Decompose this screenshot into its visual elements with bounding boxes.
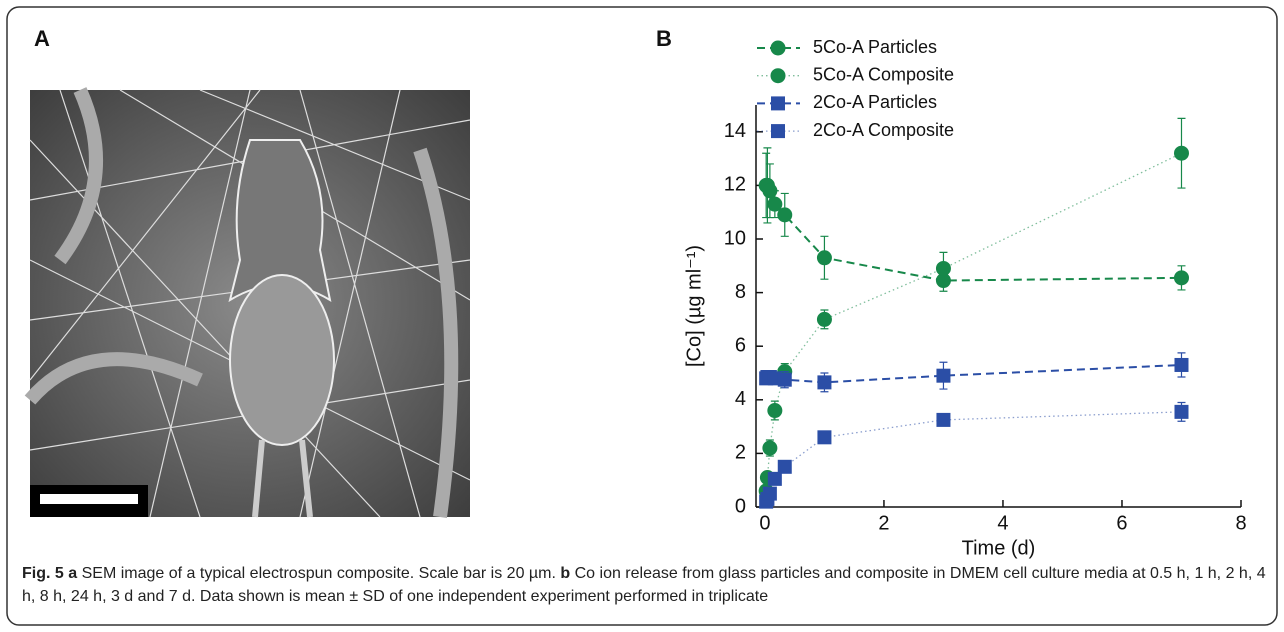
- data-point: [1173, 270, 1189, 286]
- y-tick-label: 6: [735, 334, 746, 356]
- panel-label: B: [656, 26, 672, 51]
- caption-text: SEM image of a typical electrospun compo…: [81, 565, 556, 582]
- caption-part-label: b: [560, 565, 571, 582]
- legend-marker: [771, 124, 785, 139]
- series: [759, 401, 1189, 509]
- legend-text: 5Co-A Composite: [813, 64, 954, 84]
- data-point: [936, 412, 951, 427]
- data-point: [817, 375, 832, 390]
- sem-image: [24, 87, 471, 518]
- caption: Fig. 5 a SEM image of a typical electros…: [22, 562, 1267, 608]
- series-line: [766, 184, 1182, 282]
- legend-marker: [771, 96, 785, 111]
- x-tick-label: 6: [1116, 512, 1127, 534]
- data-point: [816, 311, 832, 327]
- data-point: [767, 471, 782, 486]
- data-point: [762, 183, 778, 199]
- caption-part-label: a: [68, 565, 78, 582]
- y-tick-label: 0: [735, 495, 746, 517]
- x-tick-label: 2: [878, 512, 889, 534]
- caption-label: Fig. 5: [22, 565, 64, 582]
- data-point: [777, 372, 792, 387]
- data-point: [1174, 404, 1189, 419]
- data-point: [762, 486, 777, 501]
- data-point: [767, 196, 783, 212]
- x-tick-label: 0: [759, 512, 770, 534]
- y-tick-label: 2: [735, 442, 746, 464]
- y-axis-title: [Co] (µg ml⁻¹): [683, 245, 705, 367]
- figure-border: [6, 6, 1278, 626]
- y-tick-label: 12: [724, 174, 746, 196]
- panel-label: A: [34, 26, 50, 51]
- x-tick-label: 8: [1235, 512, 1246, 534]
- caption-text: Co ion release from glass particles and …: [22, 565, 1266, 605]
- legend-marker: [770, 40, 786, 56]
- legend-marker: [770, 68, 786, 84]
- y-tick-label: 14: [724, 120, 746, 142]
- data-point: [1174, 357, 1189, 372]
- data-point: [817, 430, 832, 445]
- series-line: [765, 411, 1182, 502]
- y-tick-label: 10: [724, 227, 746, 249]
- y-tick-label: 4: [735, 388, 746, 410]
- data-point: [936, 368, 951, 383]
- data-point: [777, 207, 793, 223]
- series: [759, 352, 1189, 393]
- scale-bar: [40, 494, 138, 504]
- data-point: [767, 403, 783, 419]
- data-point: [777, 459, 792, 474]
- legend-text: 5Co-A Particles: [813, 37, 937, 57]
- data-point: [762, 440, 778, 456]
- data-point: [1173, 145, 1189, 161]
- series: [758, 147, 1189, 292]
- x-axis-title: Time (d): [962, 537, 1036, 559]
- data-point: [935, 260, 951, 276]
- legend-text: 2Co-A Composite: [813, 120, 954, 140]
- legend-text: 2Co-A Particles: [813, 92, 937, 112]
- x-tick-label: 4: [997, 512, 1008, 534]
- y-tick-label: 8: [735, 281, 746, 303]
- data-point: [816, 250, 832, 266]
